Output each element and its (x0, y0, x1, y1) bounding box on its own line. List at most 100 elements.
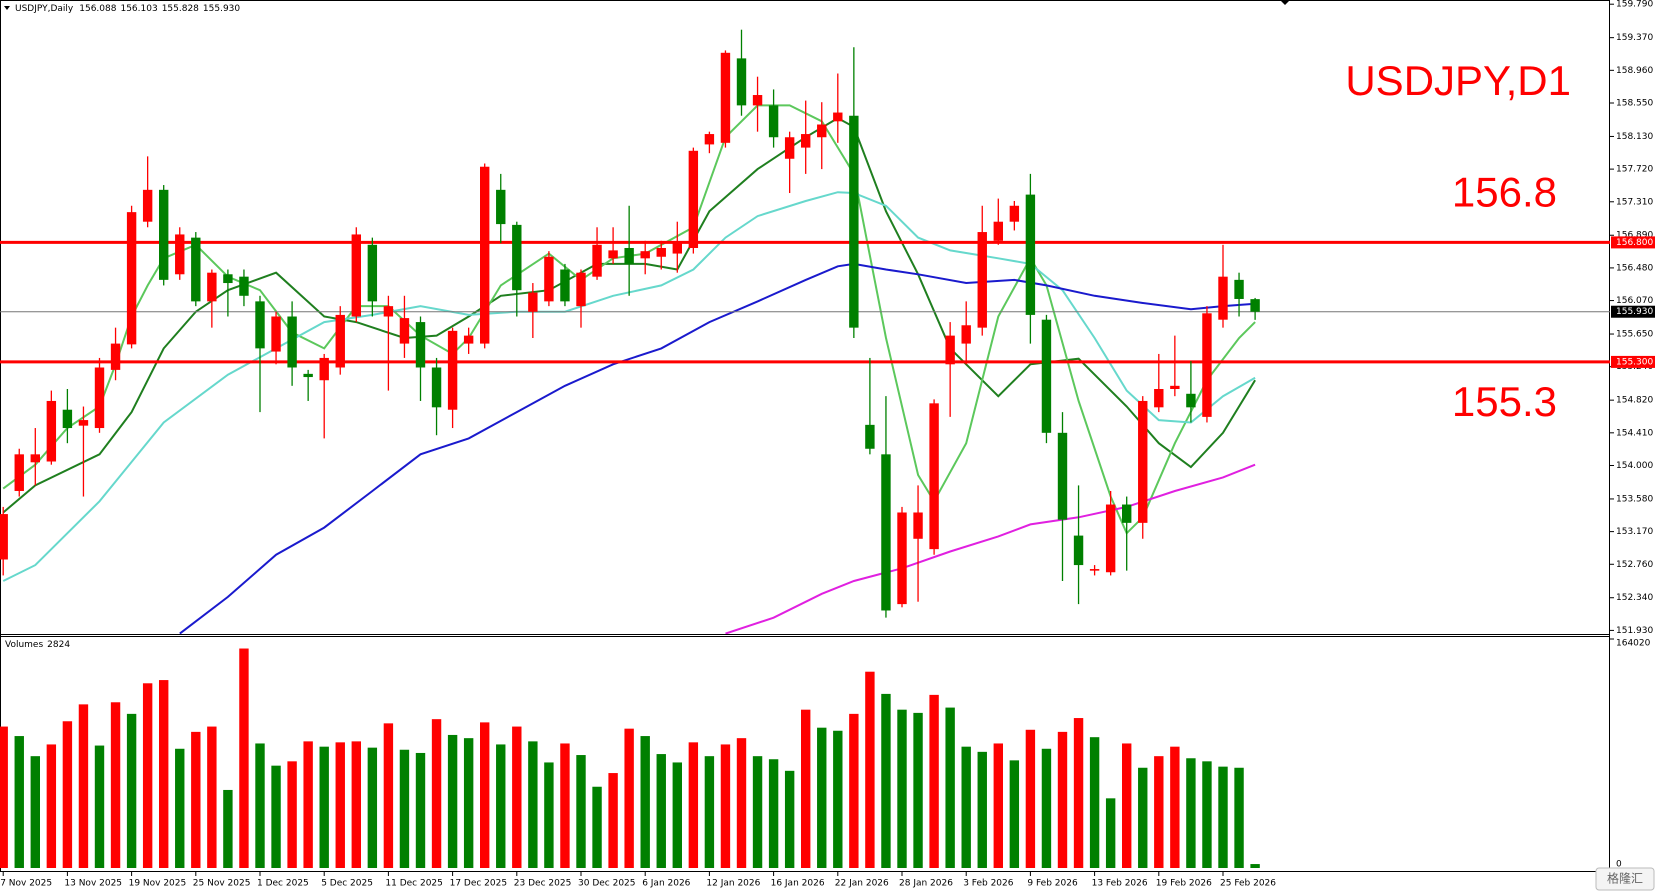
moving-average (2, 191, 1256, 582)
candle-body (913, 512, 923, 539)
volume-bar (431, 719, 442, 868)
y-tick-label: 156.070 (1616, 296, 1653, 306)
last-price-label: 155.930 (1616, 307, 1653, 317)
volume-bar (271, 765, 281, 868)
candle-body (303, 373, 313, 378)
candle-body (271, 316, 281, 352)
candle-body (1122, 504, 1132, 523)
candle-body (1105, 504, 1116, 573)
y-tick-label: 158.550 (1616, 98, 1653, 108)
volume-bar (913, 712, 923, 868)
candle-body (62, 409, 73, 429)
candle-body (736, 58, 747, 106)
x-tick-label: 7 Nov 2025 (0, 879, 52, 889)
volume-bar (1041, 748, 1052, 868)
x-tick-label: 13 Feb 2026 (1092, 879, 1148, 889)
candle-body (833, 112, 843, 122)
y-tick-label: 157.720 (1616, 165, 1653, 175)
header-close: 155.930 (203, 4, 240, 14)
volume-bar (929, 694, 939, 868)
x-tick-label: 25 Nov 2025 (193, 879, 251, 889)
volume-bar (480, 722, 490, 868)
y-tick-label: 153.170 (1616, 527, 1653, 537)
candle-body (1250, 299, 1260, 312)
candle-body (0, 514, 8, 560)
header-symbol: USDJPY,Daily (15, 4, 74, 14)
x-tick-label: 19 Nov 2025 (129, 879, 187, 889)
volume-bar (624, 728, 634, 868)
candle-body (399, 318, 410, 344)
level-box (1611, 355, 1655, 368)
volume-bar (191, 731, 201, 868)
x-tick-label: 6 Jan 2026 (642, 879, 690, 889)
x-tick-label: 12 Jan 2026 (706, 879, 760, 889)
candle-body (865, 424, 875, 449)
candle-body (142, 189, 153, 222)
volume-bar (752, 756, 763, 868)
volume-bar (14, 736, 24, 868)
candle-body (544, 256, 554, 302)
y-tick-label: 158.130 (1616, 132, 1653, 142)
x-tick-label: 3 Feb 2026 (963, 879, 1014, 889)
candle-body (175, 234, 185, 275)
candle-body (1202, 313, 1212, 417)
candle-body (608, 250, 618, 259)
candle-body (1089, 569, 1100, 571)
level-label: 156.800 (1616, 238, 1653, 248)
candle-body (255, 301, 265, 349)
y-tick-label: 156.890 (1616, 231, 1653, 241)
volume-bar (1234, 767, 1244, 868)
x-tick-label: 5 Dec 2025 (321, 879, 373, 889)
moving-average (725, 463, 1256, 634)
y-tick-label: 154.820 (1616, 396, 1653, 406)
candle-body (287, 316, 297, 368)
level-label: 155.300 (1616, 357, 1653, 367)
volume-bar (1122, 743, 1132, 868)
volume-bar (335, 742, 345, 868)
volume-tick-label: 164020 (1616, 639, 1651, 649)
x-tick-label: 16 Jan 2026 (771, 879, 825, 889)
volume-title-text: Volumes (5, 640, 43, 650)
candle-body (1218, 276, 1228, 320)
candle-body (672, 243, 682, 254)
volume-bar (640, 736, 650, 868)
volume-bar (1250, 864, 1260, 868)
volume-bar (688, 742, 699, 868)
candle-body (1234, 279, 1244, 299)
candle-body (415, 322, 426, 368)
y-tick-label: 153.580 (1616, 494, 1653, 504)
volume-bar (865, 671, 875, 868)
volume-bar (223, 789, 233, 868)
candle-body (512, 224, 522, 291)
volume-bar (672, 762, 682, 868)
volume-bar (1186, 758, 1196, 868)
candle-body (945, 335, 955, 365)
candle-body (897, 512, 907, 605)
candle-body (159, 189, 169, 280)
volume-bar (768, 759, 779, 868)
volume-bar (126, 713, 137, 868)
candle-body (110, 343, 121, 370)
x-tick-label: 23 Dec 2025 (514, 879, 572, 889)
chart-title: USDJPY,D1 (1345, 57, 1571, 104)
volume-bar (656, 754, 666, 868)
x-tick-label: 1 Dec 2025 (257, 879, 309, 889)
candle-body (480, 166, 490, 344)
candle-body (704, 134, 715, 145)
volume-bar (383, 723, 394, 868)
volume-bar (367, 747, 378, 868)
volume-tick-label: 0 (1616, 860, 1622, 870)
volume-bar (704, 756, 715, 868)
volume-title: Volumes 2824 (5, 640, 70, 650)
candle-body (431, 367, 442, 408)
x-tick-label: 22 Jan 2026 (835, 879, 889, 889)
candle-body (463, 335, 474, 344)
volume-bar (881, 693, 891, 868)
volume-bar (207, 726, 217, 868)
candle-body (126, 212, 137, 345)
volume-bar (110, 702, 121, 868)
volume-bar (255, 743, 265, 868)
candle-body (1170, 385, 1180, 390)
volume-bar (447, 734, 458, 868)
